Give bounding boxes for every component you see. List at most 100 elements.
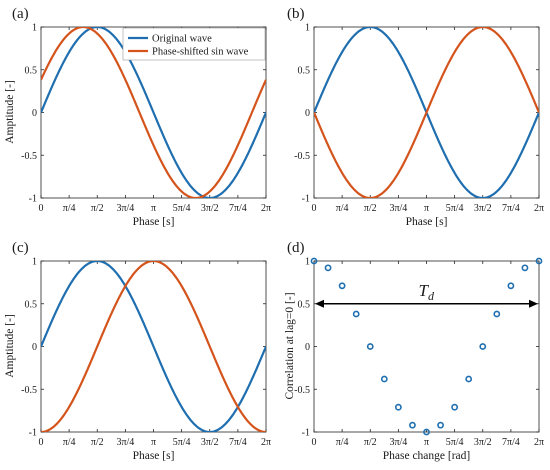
x-tick-label: 3π/4 <box>389 437 407 448</box>
x-tick-label: π/4 <box>63 437 76 448</box>
y-axis-label: Amptitude [-] <box>4 80 16 144</box>
panel-label: (a) <box>12 6 29 22</box>
x-tick-label: π/2 <box>364 437 377 448</box>
x-tick-label: 5π/4 <box>446 203 464 214</box>
y-tick-label: 0.5 <box>25 299 38 310</box>
scatter-point <box>479 343 487 350</box>
x-tick-label: 0 <box>312 437 317 448</box>
y-axis-label: Correlation at lag=0 [-] <box>284 292 296 399</box>
panel-a: 0 π/4 π/2 3π/4 π 5π/4 3π/2 7π/4 2π -1 -0.5 0 0.5 1(a)… <box>4 6 271 228</box>
td-arrow-head-left <box>315 299 324 308</box>
scatter-point <box>380 375 388 383</box>
scatter-point <box>394 403 402 411</box>
panel-label: (b) <box>287 6 305 22</box>
scatter-point <box>324 264 332 272</box>
x-tick-label: π/4 <box>336 437 349 448</box>
y-tick-label: 1 <box>305 257 310 268</box>
x-axis-label: Phase [s] <box>133 450 175 462</box>
y-tick-label: -0.5 <box>21 385 37 396</box>
x-tick-label: 2π <box>261 203 271 214</box>
y-tick-label: -0.5 <box>294 151 310 162</box>
x-axis-label: Phase change [rad] <box>383 450 471 462</box>
x-tick-label: 5π/4 <box>173 203 191 214</box>
scatter-point <box>423 428 430 436</box>
y-tick-label: 0 <box>32 108 37 119</box>
series-line-original <box>41 261 266 432</box>
scatter-point <box>338 282 346 290</box>
x-axis-label: Phase [s] <box>133 216 175 228</box>
x-tick-label: 2π <box>534 437 544 448</box>
x-tick-label: 7π/4 <box>502 437 520 448</box>
x-tick-label: π/4 <box>63 203 76 214</box>
x-tick-label: 2π <box>261 437 271 448</box>
x-tick-label: π <box>424 203 429 214</box>
y-tick-label: 0 <box>305 108 310 119</box>
y-tick-label: -1 <box>302 428 310 439</box>
y-tick-label: 1 <box>305 23 310 34</box>
x-tick-label: 3π/4 <box>389 203 407 214</box>
y-tick-label: 0 <box>305 342 310 353</box>
x-tick-label: π/2 <box>91 203 104 214</box>
panel-b: 0 π/4 π/2 3π/4 π 5π/4 3π/2 7π/4 2π -1 -0.5 0 0.5 1(b)… <box>287 6 544 228</box>
y-tick-label: 0 <box>32 342 37 353</box>
x-tick-label: π/2 <box>91 437 104 448</box>
y-tick-label: 0.5 <box>298 299 311 310</box>
x-tick-label: 7π/4 <box>502 203 520 214</box>
x-tick-label: 2π <box>534 203 544 214</box>
x-tick-label: 7π/4 <box>229 437 247 448</box>
scatter-point <box>352 310 360 318</box>
scatter-point <box>310 257 318 265</box>
y-tick-label: 1 <box>32 23 37 34</box>
x-tick-label: 3π/2 <box>474 203 492 214</box>
y-tick-label: -0.5 <box>21 151 37 162</box>
td-annotation: Td <box>419 281 435 303</box>
x-tick-label: 0 <box>312 203 317 214</box>
x-tick-label: 0 <box>39 203 44 214</box>
scatter-point <box>409 421 416 429</box>
td-arrow-head-right <box>529 299 538 308</box>
y-tick-label: -1 <box>29 194 37 205</box>
x-axis-label: Phase [s] <box>406 216 448 228</box>
x-tick-label: 3π/4 <box>116 203 134 214</box>
x-tick-label: π <box>151 437 156 448</box>
scatter-point <box>507 282 515 290</box>
panel-c: 0 π/4 π/2 3π/4 π 5π/4 3π/2 7π/4 2π -1 -0.5 0 0.5 1(c)… <box>4 240 271 462</box>
legend-label-shifted: Phase-shifted sin wave <box>152 47 249 58</box>
series-line-shifted <box>41 27 266 198</box>
x-tick-label: 3π/4 <box>116 437 134 448</box>
y-tick-label: -1 <box>302 194 310 205</box>
y-tick-label: -1 <box>29 428 37 439</box>
panel-label: (c) <box>12 240 29 256</box>
x-tick-label: π/4 <box>336 203 349 214</box>
legend-box <box>122 27 266 61</box>
series-line-shifted <box>41 261 266 432</box>
scatter-point <box>493 310 501 318</box>
x-tick-label: 3π/2 <box>201 203 219 214</box>
x-tick-label: 5π/4 <box>173 437 191 448</box>
y-tick-label: 1 <box>32 257 37 268</box>
x-tick-label: π/2 <box>364 203 377 214</box>
x-tick-label: 3π/2 <box>201 437 219 448</box>
legend-label-original: Original wave <box>152 34 212 45</box>
scatter-point <box>437 421 444 429</box>
x-tick-label: 3π/2 <box>474 437 492 448</box>
scatter-point <box>535 257 543 265</box>
scatter-point <box>366 343 374 350</box>
scatter-point <box>521 264 529 272</box>
legend: Original wave Phase-shifted sin wave <box>122 27 266 61</box>
y-axis-label: Amptitude [-] <box>4 314 16 378</box>
y-tick-label: 0.5 <box>298 65 311 76</box>
series-line-original <box>41 27 266 198</box>
panel-d: 0 π/4 π/2 3π/4 π 5π/4 3π/2 7π/4 2π -1 -0.5 0 0.5 1(d)… <box>284 240 544 462</box>
y-tick-label: -0.5 <box>294 385 310 396</box>
x-tick-label: 7π/4 <box>229 203 247 214</box>
panel-label: (d) <box>287 240 305 256</box>
y-tick-label: 0.5 <box>25 65 38 76</box>
x-tick-label: 5π/4 <box>446 437 464 448</box>
scatter-point <box>465 375 473 383</box>
x-tick-label: π <box>151 203 156 214</box>
scatter-point <box>451 403 459 411</box>
series-line-shifted <box>314 27 539 198</box>
x-tick-label: π <box>424 437 429 448</box>
